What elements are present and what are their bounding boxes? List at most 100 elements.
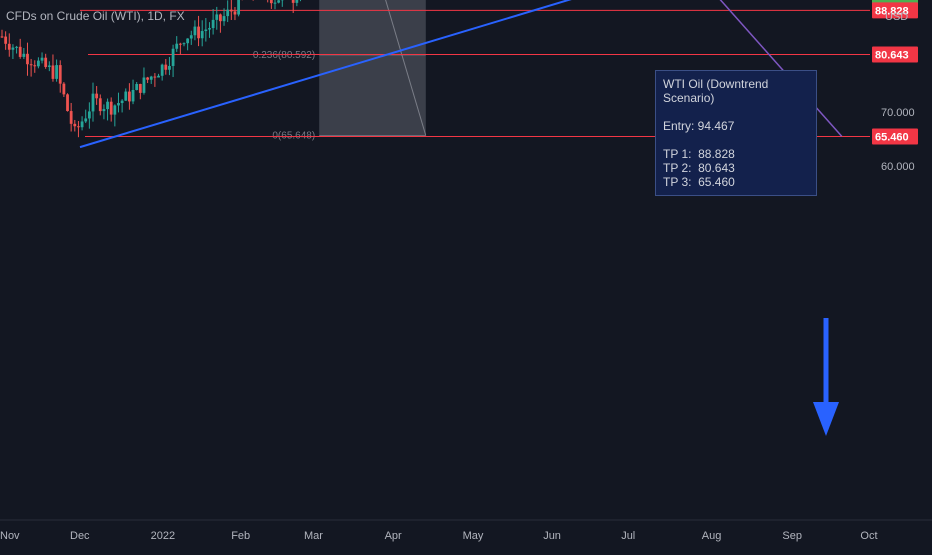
tp3-text: TP 3: 65.460 <box>663 175 809 189</box>
scenario-info-box[interactable]: WTI Oil (Downtrend Scenario) Entry: 94.4… <box>655 70 817 196</box>
candle-body <box>212 20 215 28</box>
candle-body <box>223 16 226 21</box>
candle-body <box>146 78 149 80</box>
candle <box>41 52 44 63</box>
candle-body <box>161 65 164 76</box>
candle-body <box>1 36 4 37</box>
candle <box>190 31 193 45</box>
candle-body <box>73 124 76 126</box>
candle <box>157 74 160 78</box>
candle <box>4 31 7 50</box>
candle-body <box>121 101 124 103</box>
candle <box>77 121 80 137</box>
candle <box>153 73 156 87</box>
candle-body <box>77 126 80 127</box>
candle <box>110 97 113 121</box>
candle-body <box>30 64 33 65</box>
candle <box>15 46 18 54</box>
candle-body <box>190 35 193 38</box>
candle <box>183 42 186 46</box>
candle <box>274 0 277 9</box>
candle-body <box>215 14 218 19</box>
candle <box>73 120 76 131</box>
candle-body <box>106 102 109 109</box>
x-tick-label: May <box>463 530 484 542</box>
candle-body <box>143 78 146 93</box>
candle <box>146 77 149 83</box>
candle-body <box>4 37 7 44</box>
candle <box>88 102 91 128</box>
candle <box>143 67 146 94</box>
candle-body <box>33 65 36 66</box>
candle <box>106 99 109 121</box>
candle <box>121 99 124 112</box>
candle <box>135 82 138 90</box>
candle <box>237 0 240 16</box>
candle-body <box>208 28 211 29</box>
candle-body <box>117 103 120 105</box>
candle <box>37 57 40 68</box>
candle-body <box>186 39 189 44</box>
y-tick-label: 70.000 <box>881 107 915 119</box>
candle <box>270 0 273 9</box>
x-tick-label: Sep <box>782 530 802 542</box>
candle <box>295 0 298 6</box>
candle <box>208 22 211 38</box>
fib-zone <box>319 0 426 136</box>
candle <box>212 9 215 35</box>
candle <box>124 88 127 101</box>
candle-body <box>270 0 273 3</box>
candle <box>113 104 116 126</box>
candle-body <box>92 94 95 112</box>
candle <box>8 33 11 56</box>
candle <box>266 0 269 2</box>
candle-body <box>124 92 127 101</box>
candle <box>12 44 15 59</box>
candle-body <box>157 76 160 78</box>
candle <box>150 76 153 84</box>
candle <box>299 0 302 1</box>
candle <box>19 39 22 59</box>
candle <box>219 14 222 33</box>
candle-body <box>95 94 98 99</box>
candle-body <box>15 47 18 48</box>
candle-body <box>52 65 55 78</box>
candle-body <box>8 44 11 50</box>
fib-level-label: 0(65.648) <box>272 131 315 142</box>
price-badge-label: 65.460 <box>875 132 909 144</box>
candle-body <box>179 44 182 45</box>
symbol-title: CFDs on Crude Oil (WTI), 1D, FX <box>6 9 185 23</box>
candle <box>197 16 200 46</box>
candle <box>175 36 178 52</box>
candle <box>164 59 167 75</box>
candle <box>252 0 255 1</box>
candle <box>132 80 135 105</box>
candle-body <box>81 121 84 127</box>
candle-body <box>132 90 135 101</box>
candle-body <box>172 49 175 66</box>
target-arrow-head <box>813 402 839 436</box>
candle-body <box>274 3 277 4</box>
x-tick-label: Jul <box>621 530 635 542</box>
candle <box>128 83 131 110</box>
candle-body <box>12 48 15 50</box>
x-tick-label: Dec <box>70 530 90 542</box>
candle <box>281 0 284 7</box>
candle-body <box>37 61 40 67</box>
candle-body <box>135 84 138 90</box>
candle-body <box>48 65 51 66</box>
candle <box>26 43 29 76</box>
candle-body <box>183 43 186 44</box>
candle-body <box>19 47 22 57</box>
candle <box>59 60 62 92</box>
x-tick-label: 2022 <box>151 530 175 542</box>
candle-body <box>219 14 222 21</box>
candle-body <box>66 94 69 111</box>
candle-body <box>55 65 58 79</box>
candle-body <box>44 58 47 67</box>
x-tick-label: Nov <box>0 530 20 542</box>
candle-body <box>194 27 197 36</box>
candle <box>70 103 73 132</box>
candle-body <box>234 11 237 14</box>
candle <box>277 0 280 3</box>
